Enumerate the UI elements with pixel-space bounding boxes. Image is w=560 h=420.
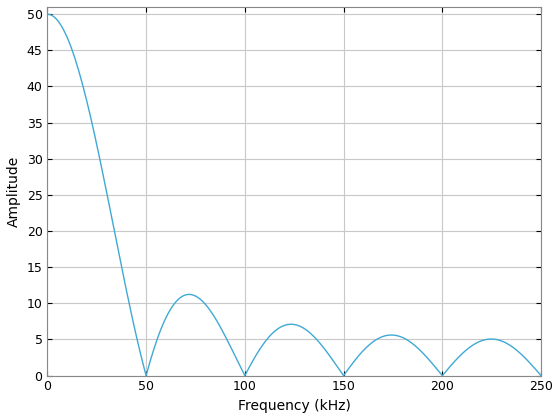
X-axis label: Frequency (kHz): Frequency (kHz) (238, 399, 351, 413)
Y-axis label: Amplitude: Amplitude (7, 156, 21, 227)
